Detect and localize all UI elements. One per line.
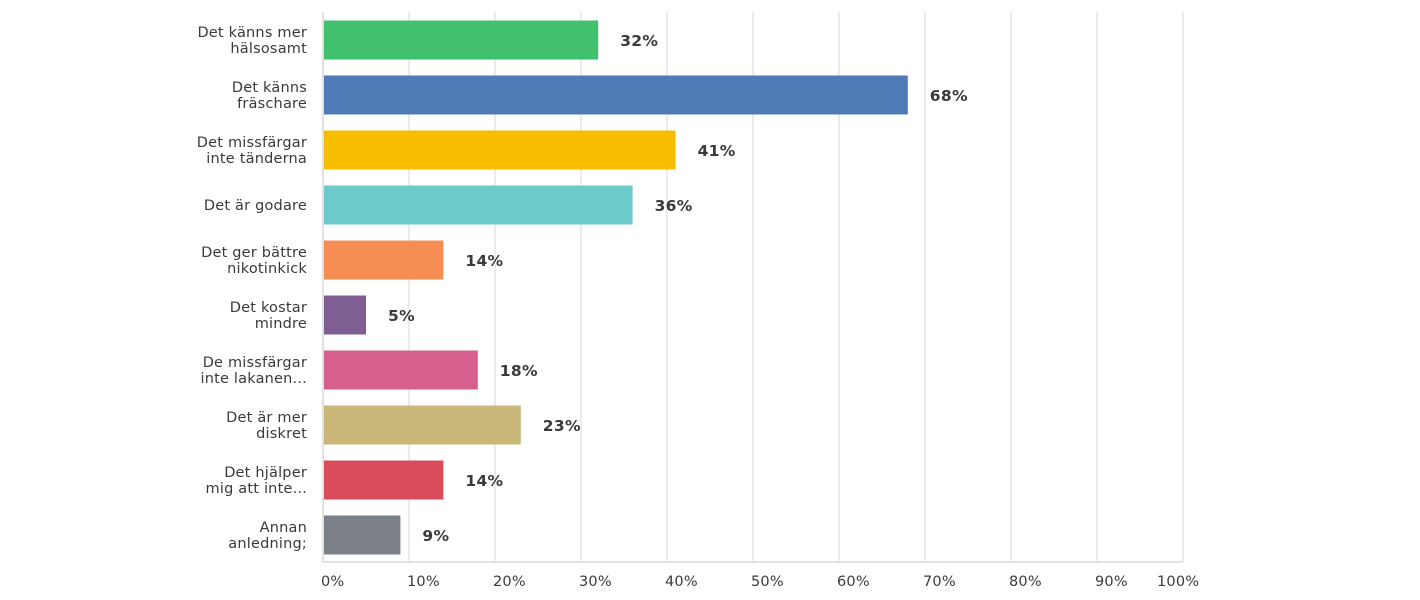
- x-tick-label: 70%: [923, 574, 956, 590]
- value-label: 36%: [655, 197, 693, 215]
- category-label-line: Det ger bättre: [201, 245, 307, 261]
- x-tick-label: 60%: [837, 574, 870, 590]
- bar: [324, 295, 366, 335]
- category-label-line: Det är godare: [204, 198, 307, 214]
- x-tick-label: 80%: [1009, 574, 1042, 590]
- x-tick-label: 50%: [751, 574, 784, 590]
- value-label: 9%: [422, 527, 449, 545]
- category-label: Det missfärgar inte tänderna: [197, 135, 307, 167]
- value-labels: 32% 68% 41% 36% 14% 5% 18% 23% 14% 9%: [388, 32, 968, 545]
- category-label: Det hjälper mig att inte...: [206, 465, 307, 497]
- category-label-line: Det känns: [232, 80, 307, 96]
- category-label-line: Det missfärgar: [197, 135, 307, 151]
- category-label-line: anledning;: [228, 536, 307, 552]
- x-tick-label: 20%: [493, 574, 526, 590]
- x-tick-label: 30%: [579, 574, 612, 590]
- category-label-line: Det hjälper: [224, 465, 307, 481]
- x-tick-label: 90%: [1095, 574, 1128, 590]
- category-label: Det kostar mindre: [230, 300, 307, 332]
- category-label-line: Det känns mer: [197, 25, 307, 41]
- category-label-line: hälsosamt: [230, 41, 307, 57]
- x-axis-ticks: 0% 10% 20% 30% 40% 50% 60% 70% 80% 90% 100%: [321, 574, 1199, 590]
- category-label-line: inte tänderna: [206, 151, 307, 167]
- x-tick-label: 0%: [321, 574, 344, 590]
- category-label: Det ger bättre nikotinkick: [201, 245, 307, 277]
- category-label: Annan anledning;: [228, 520, 307, 552]
- category-label-line: Det kostar: [230, 300, 307, 316]
- value-label: 68%: [930, 87, 968, 105]
- category-label-line: De missfärgar: [203, 355, 307, 371]
- bars: [324, 20, 908, 555]
- bar: [324, 20, 599, 60]
- value-label: 32%: [620, 32, 658, 50]
- value-label: 18%: [500, 362, 538, 380]
- bar: [324, 75, 908, 115]
- category-label: De missfärgar inte lakanen...: [200, 355, 307, 387]
- category-label-line: Det är mer: [226, 410, 307, 426]
- category-label: Det känns mer hälsosamt: [197, 25, 307, 57]
- bar: [324, 515, 401, 555]
- x-tick-label: 10%: [407, 574, 440, 590]
- category-label-line: diskret: [256, 426, 307, 442]
- value-label: 14%: [465, 252, 503, 270]
- bar: [324, 405, 521, 445]
- category-labels: Det känns mer hälsosamt Det känns fräschare…: [197, 25, 307, 552]
- category-label: Det känns fräschare: [232, 80, 307, 112]
- x-tick-label: 100%: [1157, 574, 1199, 590]
- category-label-line: fräschare: [237, 96, 307, 112]
- category-label-line: mig att inte...: [206, 481, 307, 497]
- value-label: 14%: [465, 472, 503, 490]
- category-label-line: Annan: [260, 520, 307, 536]
- value-label: 23%: [543, 417, 581, 435]
- x-tick-label: 40%: [665, 574, 698, 590]
- bar: [324, 460, 444, 500]
- value-label: 5%: [388, 307, 415, 325]
- category-label: Det är mer diskret: [226, 410, 307, 442]
- bar: [324, 240, 444, 280]
- bar: [324, 185, 633, 225]
- category-label: Det är godare: [204, 198, 307, 214]
- category-label-line: mindre: [255, 316, 307, 332]
- value-label: 41%: [698, 142, 736, 160]
- bar: [324, 130, 676, 170]
- category-label-line: inte lakanen...: [200, 371, 307, 387]
- category-label-line: nikotinkick: [227, 261, 307, 277]
- bar: [324, 350, 478, 390]
